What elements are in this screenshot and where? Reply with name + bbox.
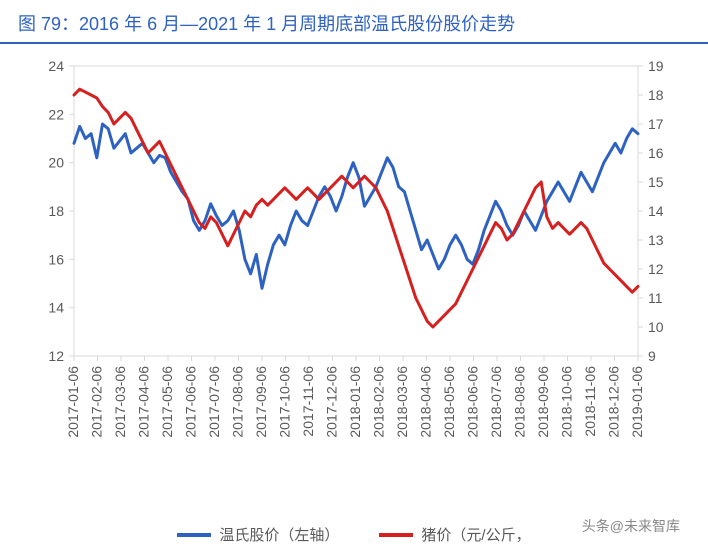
svg-text:2018-06-06: 2018-06-06 [465,366,481,438]
svg-text:19: 19 [648,58,664,74]
svg-text:2017-11-06: 2017-11-06 [300,366,316,437]
svg-text:16: 16 [48,251,64,267]
svg-text:2018-08-06: 2018-08-06 [512,366,528,438]
svg-text:16: 16 [648,145,664,161]
svg-text:2017-12-06: 2017-12-06 [324,366,340,438]
chart-container: 12 14 16 18 20 22 24 9 10 11 12 13 14 15 16 17 18 19 2017-… [18,52,690,528]
svg-text:2018-11-06: 2018-11-06 [582,366,598,437]
svg-text:2017-07-06: 2017-07-06 [206,366,222,438]
svg-text:20: 20 [48,155,64,171]
svg-text:2018-01-06: 2018-01-06 [347,366,363,438]
svg-text:2018-07-06: 2018-07-06 [488,366,504,438]
svg-text:22: 22 [48,106,64,122]
svg-text:17: 17 [648,116,664,132]
legend-swatch [177,533,211,537]
svg-text:2017-03-06: 2017-03-06 [112,366,128,438]
svg-text:2018-02-06: 2018-02-06 [371,366,387,438]
chart-title: 图 79：2016 年 6 月—2021 年 1 月周期底部温氏股份股价走势 [0,0,708,44]
svg-text:2017-09-06: 2017-09-06 [253,366,269,438]
svg-text:13: 13 [648,232,664,248]
svg-text:2017-04-06: 2017-04-06 [136,366,152,438]
svg-text:24: 24 [48,58,64,74]
svg-text:12: 12 [648,261,664,277]
svg-text:2018-09-06: 2018-09-06 [535,366,551,438]
svg-text:14: 14 [648,203,664,219]
svg-text:2018-10-06: 2018-10-06 [559,366,575,438]
svg-text:12: 12 [48,348,64,364]
svg-text:2017-08-06: 2017-08-06 [230,366,246,438]
svg-text:18: 18 [648,87,664,103]
svg-text:14: 14 [48,300,64,316]
watermark: 头条@未来智库 [582,516,680,536]
svg-text:2017-01-06: 2017-01-06 [65,366,81,438]
svg-text:2018-03-06: 2018-03-06 [394,366,410,438]
svg-text:2018-04-06: 2018-04-06 [418,366,434,438]
legend-swatch [379,533,413,537]
svg-text:2018-05-06: 2018-05-06 [441,366,457,438]
svg-text:2018-12-06: 2018-12-06 [606,366,622,438]
line-chart: 12 14 16 18 20 22 24 9 10 11 12 13 14 15 16 17 18 19 2017-… [18,52,690,472]
svg-text:2019-01-06: 2019-01-06 [629,366,645,438]
svg-text:15: 15 [648,174,664,190]
svg-text:2017-02-06: 2017-02-06 [89,366,105,438]
svg-text:18: 18 [48,203,64,219]
svg-text:9: 9 [648,348,656,364]
svg-text:2017-05-06: 2017-05-06 [159,366,175,438]
svg-text:2017-10-06: 2017-10-06 [277,366,293,438]
svg-text:10: 10 [648,319,664,335]
svg-text:11: 11 [648,290,663,306]
svg-text:2017-06-06: 2017-06-06 [183,366,199,438]
